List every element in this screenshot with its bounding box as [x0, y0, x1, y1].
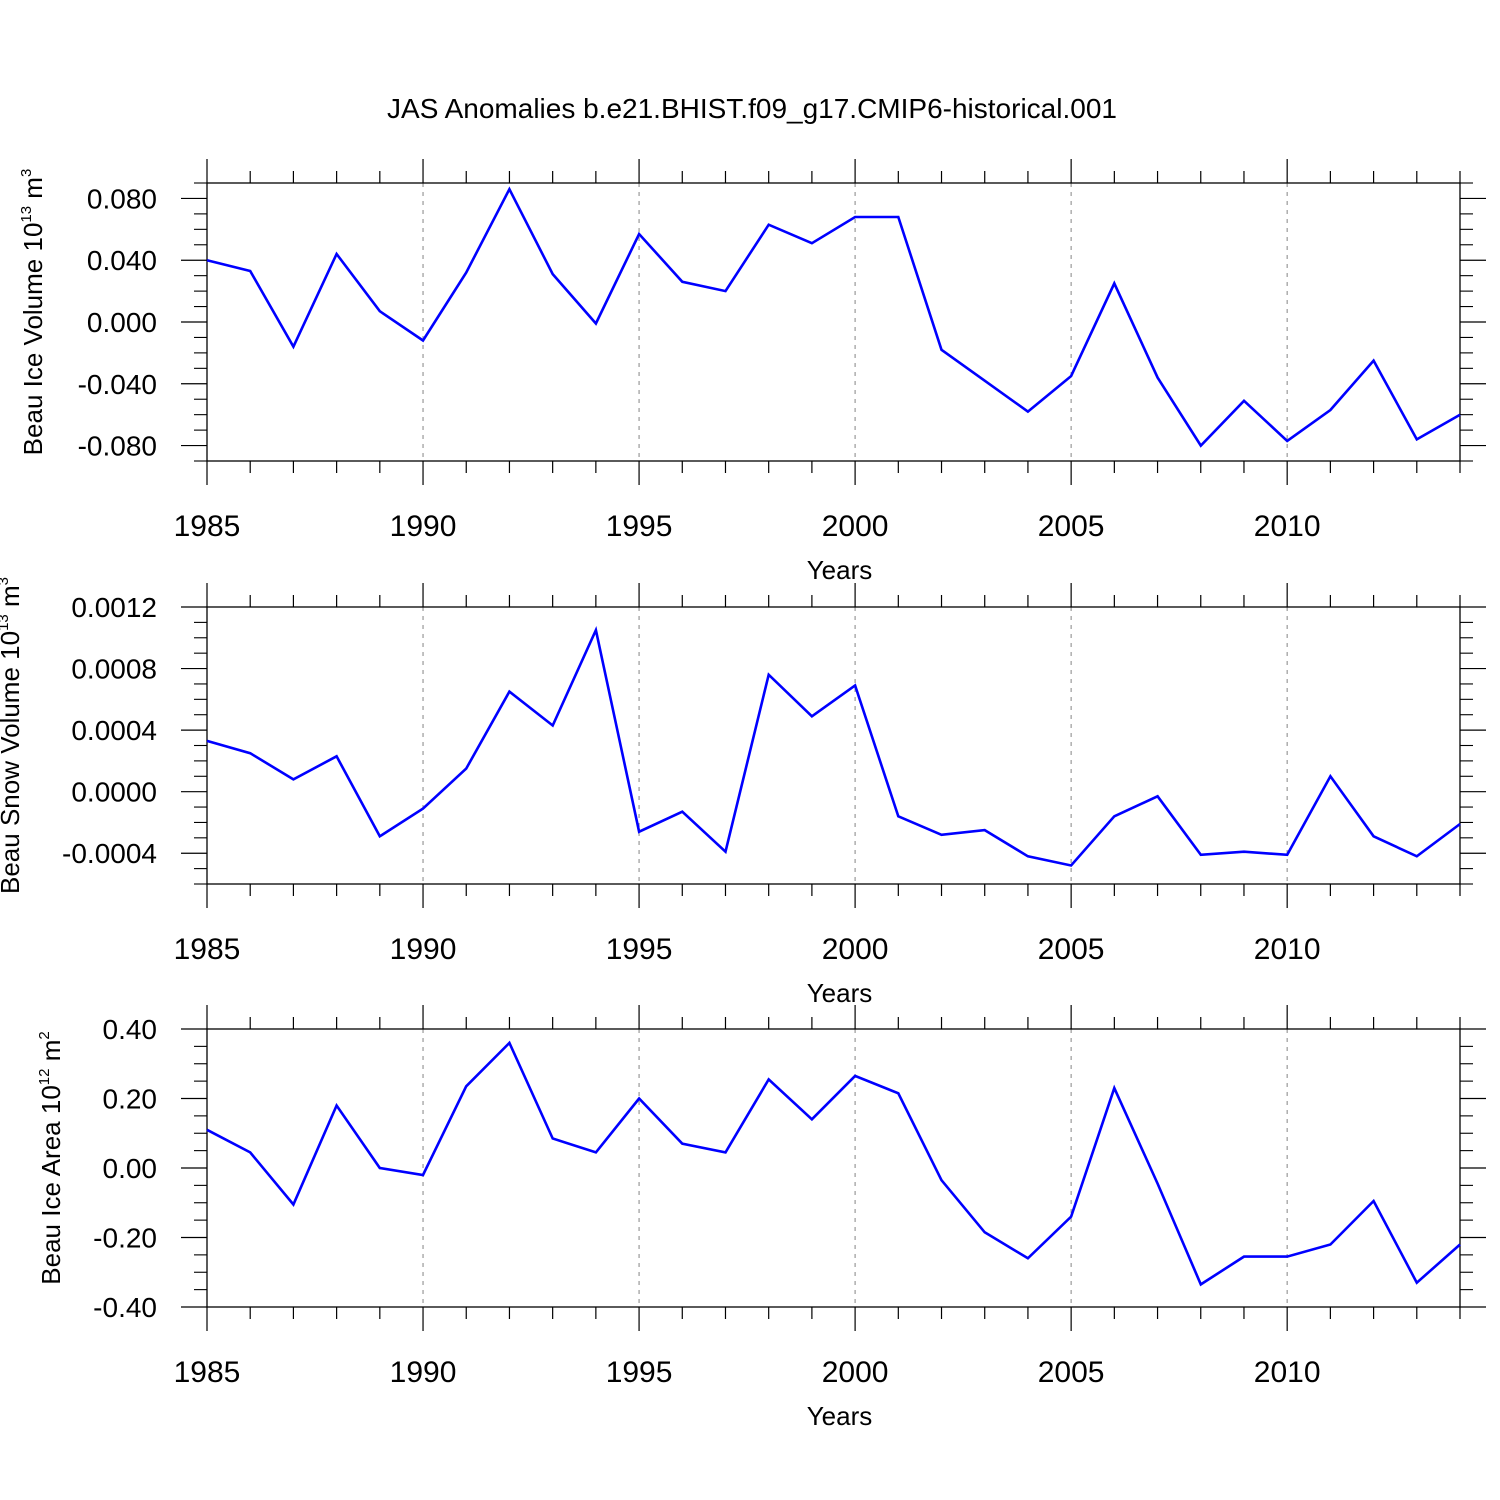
- y-tick-label--0.20: -0.20: [93, 1223, 157, 1254]
- y-tick-label--0.40: -0.40: [93, 1292, 157, 1323]
- x-tick-label-1985: 1985: [174, 510, 241, 543]
- x-tick-label-2005: 2005: [1038, 1356, 1105, 1389]
- figure-title: JAS Anomalies b.e21.BHIST.f09_g17.CMIP6-…: [387, 93, 1117, 124]
- x-axis-label: Years: [807, 555, 873, 585]
- y-tick-label-0.000: 0.000: [87, 307, 157, 338]
- x-tick-label-2000: 2000: [822, 510, 889, 543]
- y-axis-label: Beau Snow Volume 1013 m3: [0, 577, 25, 894]
- series-line-ice-volume: [206, 186, 1461, 448]
- y-tick-label-0.0004: 0.0004: [71, 715, 157, 746]
- y-tick-label--0.0004: -0.0004: [62, 838, 157, 869]
- panels: 1985 1990 1995 2000 2005 2010 0.080 0.040 0.000 -…: [0, 159, 1486, 1431]
- y-tick-label-0.20: 0.20: [103, 1084, 158, 1115]
- x-tick-label-1995: 1995: [606, 1356, 673, 1389]
- x-tick-label-2000: 2000: [822, 933, 889, 966]
- x-tick-label-1985: 1985: [174, 1356, 241, 1389]
- x-tick-label-2010: 2010: [1254, 933, 1321, 966]
- x-tick-label-2000: 2000: [822, 1356, 889, 1389]
- chart-panel-snow-volume: 1985 1990 1995 2000 2005 2010 0.0012 0.0008 0.00…: [0, 577, 1486, 1008]
- series-line-ice-area: [206, 1040, 1461, 1287]
- x-tick-label-1995: 1995: [606, 510, 673, 543]
- y-tick-label-0.0000: 0.0000: [71, 777, 157, 808]
- x-tick-label-2005: 2005: [1038, 510, 1105, 543]
- y-axis-label: Beau Ice Volume 1013 m3: [18, 169, 48, 456]
- chart-panel-ice-area: 1985 1990 1995 2000 2005 2010 0.40 0.20 0.00 -0.2…: [36, 1005, 1486, 1431]
- x-tick-label-1990: 1990: [390, 1356, 457, 1389]
- chart-panel-ice-volume: 1985 1990 1995 2000 2005 2010 0.080 0.040 0.000 -…: [18, 159, 1486, 585]
- x-tick-label-2010: 2010: [1254, 1356, 1321, 1389]
- x-tick-label-2010: 2010: [1254, 510, 1321, 543]
- y-tick-label--0.080: -0.080: [78, 431, 157, 462]
- x-tick-label-1990: 1990: [390, 510, 457, 543]
- y-tick-label-0.0012: 0.0012: [71, 592, 157, 623]
- y-tick-label-0.080: 0.080: [87, 183, 157, 214]
- y-tick-label--0.040: -0.040: [78, 369, 157, 400]
- x-tick-label-1990: 1990: [390, 933, 457, 966]
- x-axis-label: Years: [807, 978, 873, 1008]
- y-tick-label-0.00: 0.00: [103, 1153, 158, 1184]
- y-tick-label-0.0008: 0.0008: [71, 654, 157, 685]
- x-axis-label: Years: [807, 1401, 873, 1431]
- series-line-snow-volume: [206, 625, 1461, 867]
- y-axis-label: Beau Ice Area 1012 m2: [36, 1031, 66, 1284]
- y-tick-label-0.40: 0.40: [103, 1014, 158, 1045]
- x-tick-label-1985: 1985: [174, 933, 241, 966]
- x-tick-label-1995: 1995: [606, 933, 673, 966]
- y-tick-label-0.040: 0.040: [87, 245, 157, 276]
- x-tick-label-2005: 2005: [1038, 933, 1105, 966]
